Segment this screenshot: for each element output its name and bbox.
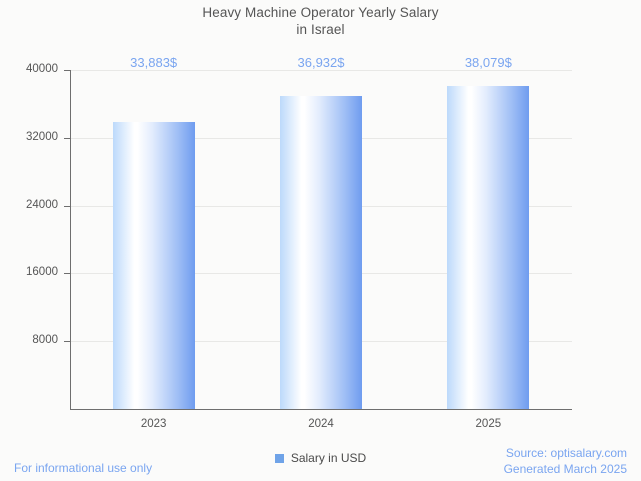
x-tick-label: 2024 [308, 418, 334, 430]
bar-value-label: 38,079$ [464, 55, 512, 70]
bar[interactable] [447, 86, 530, 409]
y-tick-label: 16000 [26, 266, 58, 279]
source-block: Source: optisalary.com Generated March 2… [504, 446, 627, 477]
x-axis-line [70, 409, 572, 410]
bar[interactable] [112, 121, 195, 409]
y-tick-mark [64, 70, 70, 71]
y-axis-line [70, 70, 71, 410]
y-tick-mark [64, 341, 70, 343]
y-tick-mark [64, 205, 70, 207]
generated-text: Generated March 2025 [503, 461, 627, 476]
bar-value-label: 36,932$ [297, 55, 345, 70]
y-tick-label: 24000 [26, 198, 58, 211]
y-tick-label: 32000 [26, 130, 58, 143]
gridline [70, 70, 572, 71]
chart-legend: Salary in USD [0, 451, 641, 465]
bar-value-label: 33,883$ [130, 55, 178, 70]
disclaimer-text: For informational use only [14, 461, 153, 475]
chart-title: Heavy Machine Operator Yearly Salary in … [202, 5, 439, 37]
y-tick-label: 8000 [32, 334, 58, 347]
x-tick-label: 2025 [475, 418, 502, 430]
plot-area [64, 70, 572, 409]
y-tick-mark [64, 137, 70, 139]
source-text: Source: optisalary.com [505, 446, 627, 460]
y-tick-mark [64, 273, 70, 275]
legend-swatch-icon [274, 453, 284, 463]
y-tick-label: 40000 [26, 63, 58, 75]
x-tick-label: 2023 [140, 418, 167, 430]
legend-label[interactable]: Salary in USD [290, 451, 367, 465]
bar[interactable] [280, 96, 362, 409]
